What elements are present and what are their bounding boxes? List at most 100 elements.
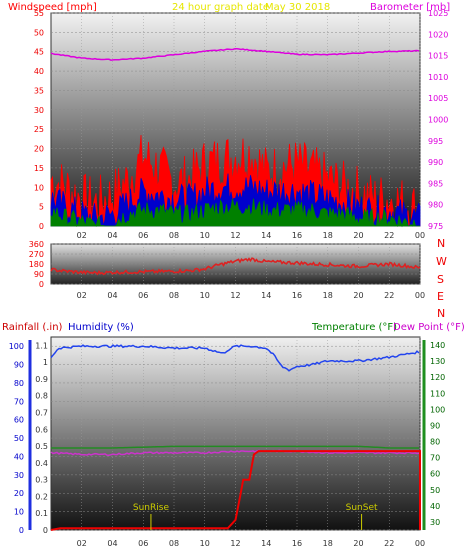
x-tick-label: 20 bbox=[353, 231, 363, 240]
sun-markers: SunRise SunSet bbox=[133, 503, 378, 513]
direction-tick-label: 270 bbox=[29, 250, 44, 259]
temperature-axis-title: Temperature (°F) bbox=[311, 322, 397, 333]
x-tick-label: 22 bbox=[384, 539, 394, 548]
wind-tick-label: 25 bbox=[34, 125, 44, 134]
direction-tick-label: 360 bbox=[29, 240, 44, 249]
x-tick-label: 18 bbox=[323, 539, 333, 548]
humidity-tick-label: 40 bbox=[14, 452, 24, 461]
wind-tick-label: 15 bbox=[34, 164, 44, 173]
rain-tick-label: 0.3 bbox=[35, 476, 48, 485]
temperature-tick-label: 60 bbox=[430, 470, 440, 479]
baro-tick-label: 995 bbox=[428, 137, 443, 146]
compass-letter: S bbox=[437, 273, 444, 286]
temperature-tick-label: 80 bbox=[430, 438, 440, 447]
wind-tick-label: 55 bbox=[34, 9, 44, 18]
temperature-line bbox=[51, 445, 419, 449]
x-tick-label: 14 bbox=[261, 539, 271, 548]
x-tick-label: 22 bbox=[384, 231, 394, 240]
compass-letter: E bbox=[437, 290, 444, 303]
x-tick-label: 20 bbox=[353, 539, 363, 548]
data-series bbox=[50, 47, 421, 531]
temperature-tick-label: 110 bbox=[430, 389, 445, 398]
humidity-tick-label: 60 bbox=[14, 416, 24, 425]
baro-tick-label: 990 bbox=[428, 158, 443, 167]
x-tick-label: 08 bbox=[169, 231, 179, 240]
baro-tick-label: 1005 bbox=[428, 94, 448, 103]
direction-tick-label: 0 bbox=[39, 280, 44, 289]
temperature-tick-label: 50 bbox=[430, 486, 440, 495]
temperature-tick-label: 40 bbox=[430, 502, 440, 511]
wind-tick-label: 10 bbox=[34, 183, 44, 192]
compass-letter: W bbox=[436, 255, 447, 268]
wind-low-area bbox=[50, 198, 420, 228]
x-tick-label: 14 bbox=[261, 291, 271, 300]
x-tick-label: 00 bbox=[415, 539, 425, 548]
x-tick-label: 14 bbox=[261, 231, 271, 240]
x-tick-label: 10 bbox=[200, 231, 210, 240]
direction-tick-label: 180 bbox=[29, 260, 44, 269]
rain-tick-label: 1.1 bbox=[35, 341, 48, 350]
dewpoint-axis-title: Dew Point (°F) bbox=[393, 322, 465, 333]
barometer-line bbox=[50, 47, 420, 61]
x-tick-label: 06 bbox=[138, 291, 148, 300]
rain-tick-label: 0.6 bbox=[35, 425, 48, 434]
x-tick-label: 18 bbox=[323, 291, 333, 300]
wind-tick-label: 30 bbox=[34, 106, 44, 115]
humidity-tick-label: 30 bbox=[14, 471, 24, 480]
rain-tick-label: 0.4 bbox=[35, 459, 48, 468]
temperature-tick-label: 90 bbox=[430, 421, 440, 430]
wind-tick-label: 45 bbox=[34, 48, 44, 57]
sunset-label: SunSet bbox=[346, 503, 378, 513]
baro-tick-label: 1000 bbox=[428, 116, 448, 125]
x-tick-label: 04 bbox=[107, 231, 117, 240]
wind-tick-label: 0 bbox=[39, 222, 44, 231]
rain-axis-title: Rainfall (.in) bbox=[2, 322, 63, 333]
temperature-tick-label: 120 bbox=[430, 373, 445, 382]
rain-tick-label: 1 bbox=[43, 358, 48, 367]
humidity-tick-label: 10 bbox=[14, 508, 24, 517]
baro-tick-label: 1025 bbox=[428, 9, 448, 18]
humidity-tick-label: 50 bbox=[14, 434, 24, 443]
x-tick-label: 10 bbox=[200, 539, 210, 548]
rain-tick-label: 0.2 bbox=[35, 492, 48, 501]
baro-tick-label: 1020 bbox=[428, 30, 448, 39]
dewpoint-line bbox=[50, 449, 420, 456]
temperature-tick-label: 30 bbox=[430, 518, 440, 527]
x-tick-label: 02 bbox=[77, 539, 87, 548]
x-tick-label: 18 bbox=[323, 231, 333, 240]
baro-tick-label: 975 bbox=[428, 222, 443, 231]
x-tick-label: 00 bbox=[415, 291, 425, 300]
wind-tick-label: 40 bbox=[34, 67, 44, 76]
x-tick-label: 20 bbox=[353, 291, 363, 300]
x-tick-label: 10 bbox=[200, 291, 210, 300]
wind-tick-label: 35 bbox=[34, 86, 44, 95]
x-tick-label: 12 bbox=[230, 291, 240, 300]
compass-letter: N bbox=[437, 307, 445, 320]
x-tick-label: 16 bbox=[292, 291, 302, 300]
temperature-tick-label: 100 bbox=[430, 405, 445, 414]
x-tick-label: 22 bbox=[384, 291, 394, 300]
baro-axis-title: Barometer [mb] bbox=[370, 2, 450, 13]
x-tick-label: 02 bbox=[77, 231, 87, 240]
x-tick-label: 02 bbox=[77, 291, 87, 300]
baro-tick-label: 980 bbox=[428, 201, 443, 210]
rainfall-line bbox=[50, 450, 421, 531]
humidity-tick-label: 80 bbox=[14, 379, 24, 388]
wind-tick-label: 5 bbox=[39, 203, 44, 212]
humidity-line bbox=[50, 344, 420, 372]
temperature-tick-label: 140 bbox=[430, 341, 445, 350]
baro-tick-label: 1015 bbox=[428, 52, 448, 61]
x-tick-label: 06 bbox=[138, 539, 148, 548]
x-tick-label: 16 bbox=[292, 231, 302, 240]
baro-tick-label: 1010 bbox=[428, 73, 448, 82]
wind-axis-title: Windspeed [mph] bbox=[8, 2, 97, 13]
rain-tick-label: 0.1 bbox=[35, 509, 48, 518]
graph-date: May 30 2018 bbox=[265, 2, 330, 13]
x-tick-label: 08 bbox=[169, 291, 179, 300]
wind-tick-label: 50 bbox=[34, 28, 44, 37]
temperature-tick-label: 130 bbox=[430, 357, 445, 366]
x-tick-label: 12 bbox=[230, 231, 240, 240]
humidity-tick-label: 90 bbox=[14, 361, 24, 370]
humidity-tick-label: 100 bbox=[9, 342, 24, 351]
x-tick-label: 06 bbox=[138, 231, 148, 240]
